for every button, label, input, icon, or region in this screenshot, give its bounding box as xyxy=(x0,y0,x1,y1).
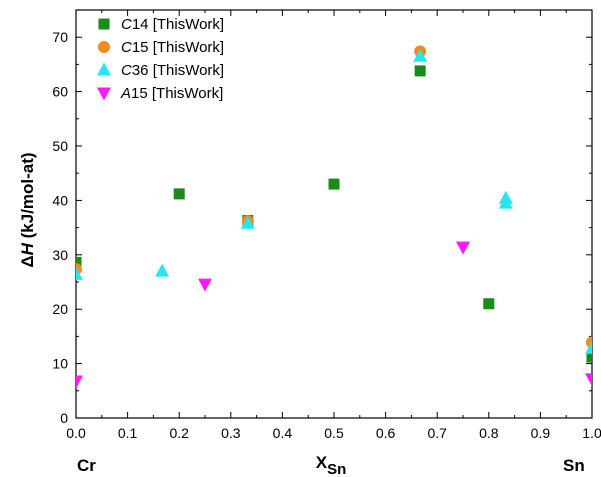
y-tick-label: 30 xyxy=(52,247,68,263)
y-tick-label: 60 xyxy=(52,84,68,100)
legend-label-italic: A xyxy=(120,85,131,102)
x-tick-label: 0.4 xyxy=(273,425,293,441)
legend-label-rest: 15 [ThisWork] xyxy=(131,85,223,102)
x-tick-label: 0.8 xyxy=(479,425,499,441)
y-axis-label: ΔH (kJ/mol-at) xyxy=(18,152,37,267)
data-point-triangle-down xyxy=(585,373,592,387)
y-tick-label: 70 xyxy=(52,29,68,45)
x-axis-right-element-label: Sn xyxy=(563,456,585,475)
legend-entry-label: C15 [ThisWork] xyxy=(121,39,224,56)
y-tick-label: 0 xyxy=(60,410,68,426)
x-tick-label: 0.3 xyxy=(221,425,241,441)
data-point-square xyxy=(586,351,592,363)
x-tick-label: 0.1 xyxy=(118,425,138,441)
x-tick-label: 0.9 xyxy=(531,425,551,441)
legend-label-rest: 36 [ThisWork] xyxy=(132,62,224,79)
legend-entry-label: A15 [ThisWork] xyxy=(120,85,223,102)
x-tick-label: 0.5 xyxy=(324,425,344,441)
y-tick-label: 10 xyxy=(52,356,68,372)
y-axis-label-units: (kJ/mol-at) xyxy=(18,152,37,243)
legend-label-italic: C xyxy=(121,62,132,79)
x-axis-label: XSn xyxy=(316,453,347,477)
legend: C14 [ThisWork]C15 [ThisWork]C36 [ThisWor… xyxy=(97,16,224,102)
x-tick-label: 0.6 xyxy=(376,425,396,441)
legend-marker-triangle-up xyxy=(97,62,111,76)
data-point-square xyxy=(173,188,185,200)
data-point-triangle-down xyxy=(456,241,470,255)
y-tick-label: 20 xyxy=(52,301,68,317)
legend-label-rest: 15 [ThisWork] xyxy=(132,39,224,56)
data-point-triangle-up xyxy=(155,263,170,277)
y-axis-label-delta: Δ xyxy=(18,255,37,267)
data-point-triangle-down xyxy=(76,375,83,389)
x-axis-label-subscript: Sn xyxy=(327,461,346,477)
data-point-triangle-up xyxy=(240,215,255,229)
y-tick-label: 40 xyxy=(52,192,68,208)
data-point-triangle-up xyxy=(76,266,83,280)
data-points xyxy=(76,45,592,389)
x-axis-left-element-label: Cr xyxy=(77,456,96,475)
legend-label-italic: C xyxy=(121,16,132,33)
x-axis: 0.0 0.1 0.2 0.3 0.4 0.5 0.6 0.7 0.8 0.9 1.0 xyxy=(66,10,601,441)
legend-entry-label: C36 [ThisWork] xyxy=(121,62,224,79)
data-point-square xyxy=(76,256,82,268)
legend-label-rest: 14 [ThisWork] xyxy=(132,16,224,33)
legend-marker-circle xyxy=(98,41,110,53)
legend-entry-label: C14 [ThisWork] xyxy=(121,16,224,33)
data-point-square xyxy=(328,178,340,190)
data-point-triangle-up xyxy=(498,195,513,209)
x-tick-label: 0.2 xyxy=(169,425,189,441)
data-point-triangle-up xyxy=(585,340,592,354)
data-point-square xyxy=(414,65,426,77)
x-tick-label: 1.0 xyxy=(582,425,601,441)
x-tick-label: 0.7 xyxy=(427,425,447,441)
legend-label-italic: C xyxy=(121,39,132,56)
legend-marker-triangle-down xyxy=(97,87,111,101)
y-axis-label-variable: H xyxy=(18,242,37,255)
y-tick-label: 50 xyxy=(52,138,68,154)
data-point-triangle-down xyxy=(198,278,212,292)
data-point-square xyxy=(483,298,495,310)
legend-marker-square xyxy=(98,18,110,30)
y-axis: 0 10 20 30 40 50 60 70 xyxy=(52,9,592,426)
x-tick-label: 0.0 xyxy=(66,425,86,441)
data-point-triangle-up xyxy=(413,48,428,62)
x-axis-label-main: X xyxy=(316,453,328,472)
